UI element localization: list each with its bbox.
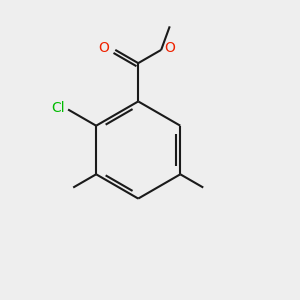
Text: O: O xyxy=(164,40,175,55)
Text: O: O xyxy=(98,41,110,56)
Text: Cl: Cl xyxy=(52,101,65,115)
